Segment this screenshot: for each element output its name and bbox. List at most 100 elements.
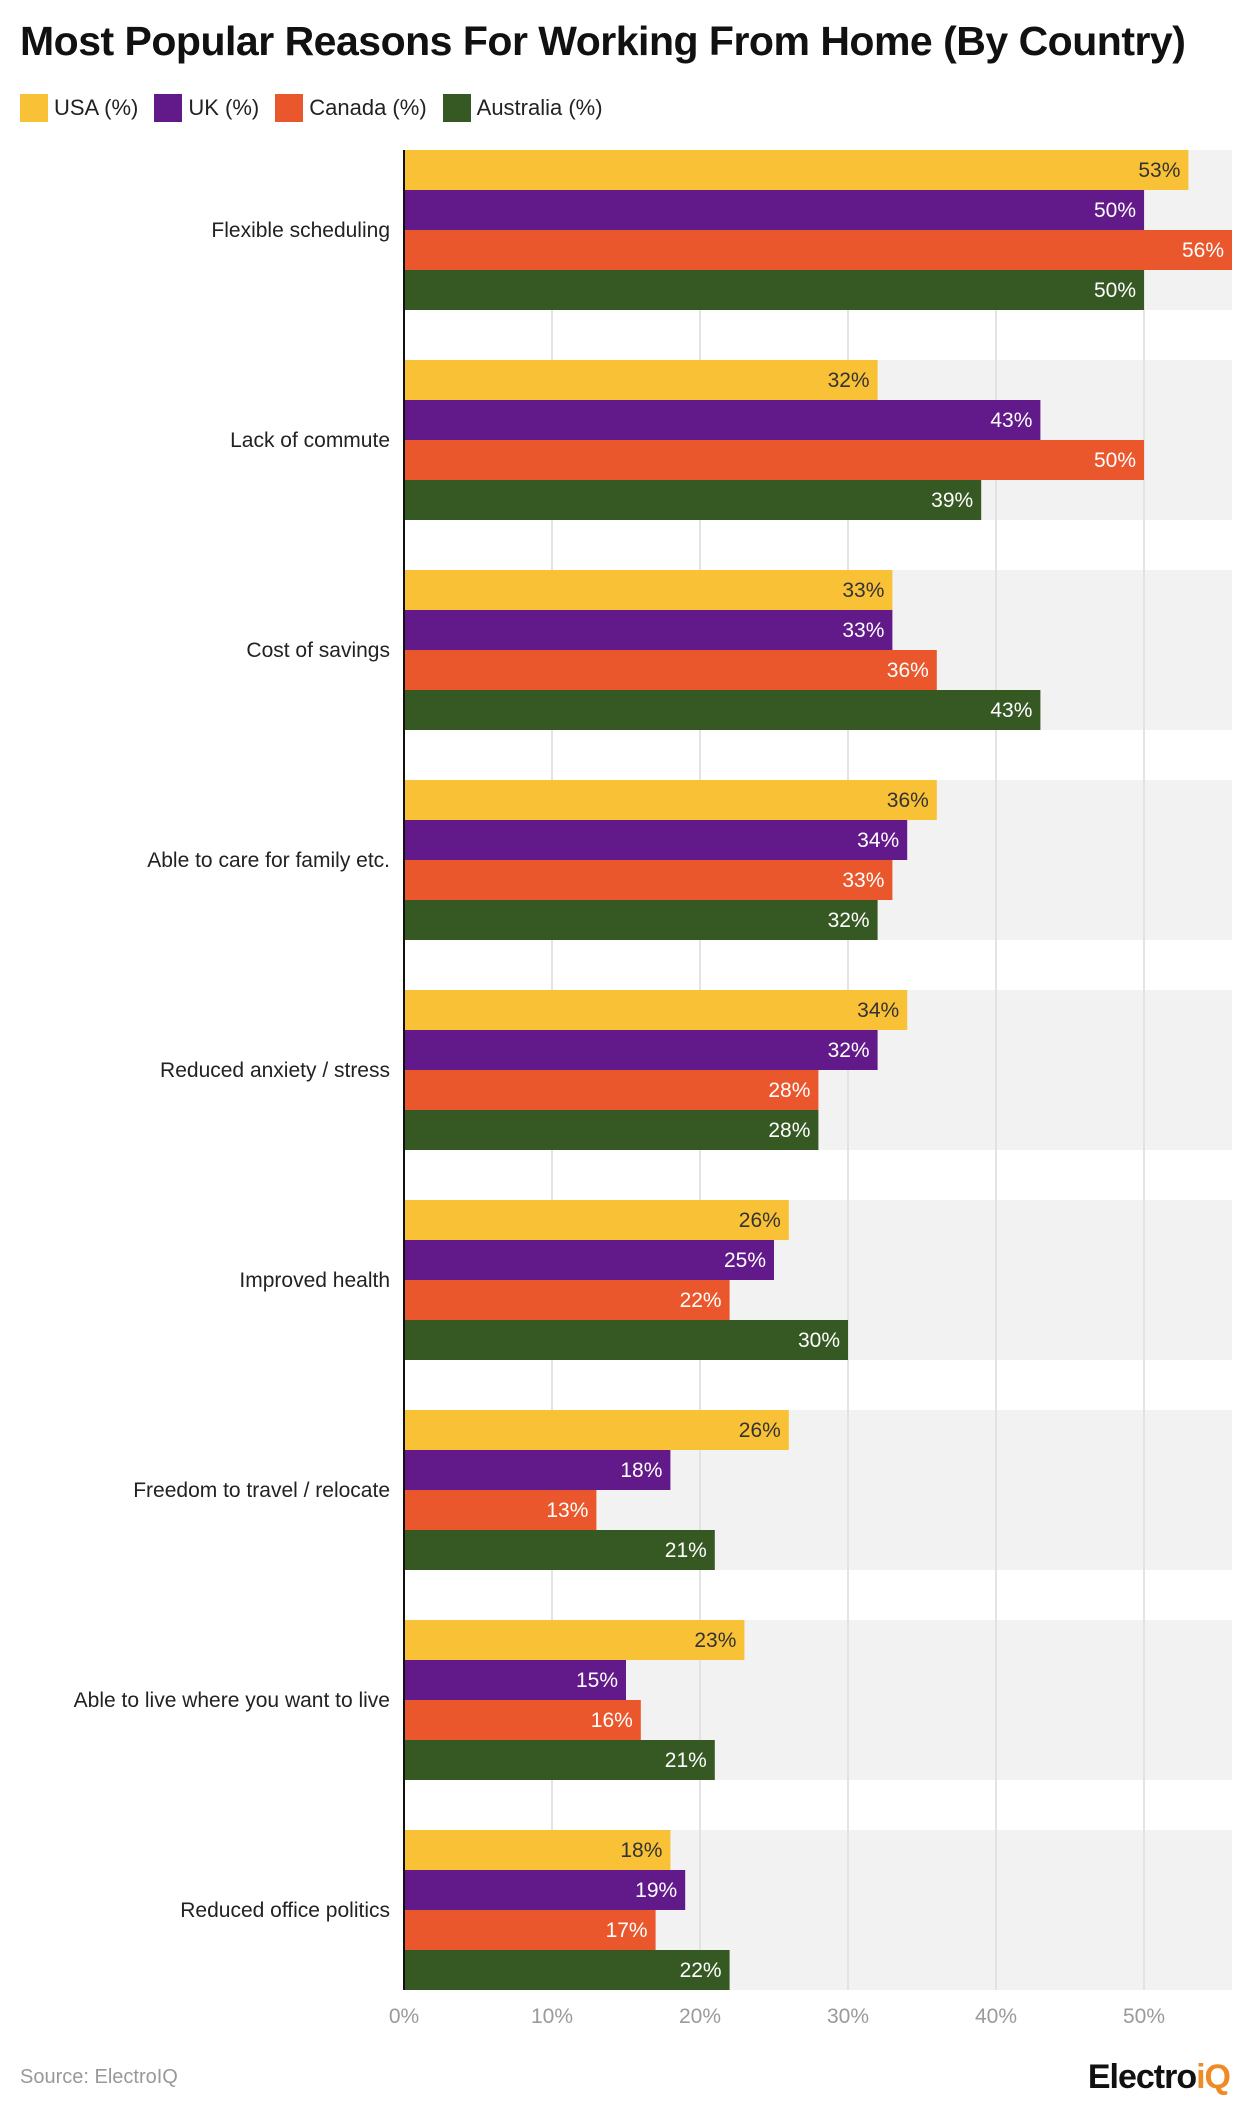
data-label: 32% bbox=[828, 1039, 870, 1062]
bar-australia bbox=[404, 1740, 715, 1780]
legend-label: USA (%) bbox=[54, 95, 139, 120]
data-label: 26% bbox=[739, 1209, 781, 1232]
logo-accent: iQ bbox=[1196, 2058, 1231, 2096]
category-label: Flexible scheduling bbox=[211, 219, 390, 242]
x-tick-label: 30% bbox=[827, 2005, 869, 2028]
x-tick-label: 0% bbox=[389, 2005, 419, 2028]
legend-item: Canada (%) bbox=[275, 94, 427, 122]
legend-label: UK (%) bbox=[188, 95, 260, 120]
chart-title: Most Popular Reasons For Working From Ho… bbox=[20, 18, 1186, 64]
data-label: 15% bbox=[576, 1669, 618, 1692]
x-tick-label: 40% bbox=[975, 2005, 1017, 2028]
x-tick-label: 50% bbox=[1123, 2005, 1165, 2028]
data-label: 56% bbox=[1182, 239, 1224, 262]
bar-usa bbox=[404, 1410, 789, 1450]
data-label: 25% bbox=[724, 1249, 766, 1272]
bar-australia bbox=[404, 690, 1041, 730]
legend-swatch bbox=[20, 94, 48, 122]
data-label: 30% bbox=[798, 1329, 840, 1352]
bar-canada bbox=[404, 230, 1232, 270]
bar-usa bbox=[404, 1200, 789, 1240]
data-label: 26% bbox=[739, 1419, 781, 1442]
bar-uk bbox=[404, 1240, 774, 1280]
category-label: Freedom to travel / relocate bbox=[133, 1479, 390, 1502]
category-label: Lack of commute bbox=[230, 429, 390, 452]
bar-canada bbox=[404, 440, 1144, 480]
bar-usa bbox=[404, 990, 908, 1030]
bar-canada bbox=[404, 1700, 641, 1740]
legend-swatch bbox=[275, 94, 304, 122]
bar-canada bbox=[404, 1910, 656, 1950]
bar-uk bbox=[404, 1450, 671, 1490]
data-label: 34% bbox=[857, 829, 899, 852]
data-label: 28% bbox=[768, 1119, 810, 1142]
legend-item: USA (%) bbox=[20, 94, 138, 122]
data-label: 33% bbox=[842, 619, 884, 642]
bar-uk bbox=[404, 1660, 626, 1700]
legend: USA (%) UK (%) Canada (%) Australia (%) bbox=[20, 94, 603, 122]
data-label: 50% bbox=[1094, 449, 1136, 472]
category-label: Able to live where you want to live bbox=[74, 1689, 390, 1712]
category-label: Reduced office politics bbox=[180, 1899, 390, 1922]
x-tick-label: 20% bbox=[679, 2005, 721, 2028]
bar-australia bbox=[404, 480, 982, 520]
category-label: Cost of savings bbox=[246, 639, 390, 662]
data-label: 22% bbox=[680, 1959, 722, 1982]
bar-canada bbox=[404, 860, 893, 900]
bar-australia bbox=[404, 1530, 715, 1570]
bar-uk bbox=[404, 1030, 878, 1070]
bar-uk bbox=[404, 1870, 686, 1910]
legend-label: Canada (%) bbox=[309, 95, 427, 120]
bar-australia bbox=[404, 1110, 819, 1150]
legend-label: Australia (%) bbox=[476, 95, 603, 120]
bar-australia bbox=[404, 900, 878, 940]
data-label: 13% bbox=[546, 1499, 588, 1522]
bar-usa bbox=[404, 780, 937, 820]
data-label: 16% bbox=[591, 1709, 633, 1732]
data-label: 19% bbox=[635, 1879, 677, 1902]
bar-usa bbox=[404, 570, 893, 610]
category-label: Able to care for family etc. bbox=[147, 849, 390, 872]
bar-uk bbox=[404, 820, 908, 860]
legend-item: Australia (%) bbox=[442, 94, 603, 122]
bar-canada bbox=[404, 1280, 730, 1320]
source-note: Source: ElectroIQ bbox=[20, 2066, 178, 2088]
legend-item: UK (%) bbox=[154, 94, 259, 122]
data-label: 21% bbox=[665, 1749, 707, 1772]
bar-usa bbox=[404, 150, 1189, 190]
bar-australia bbox=[404, 1320, 848, 1360]
bar-usa bbox=[404, 1830, 671, 1870]
category-label: Reduced anxiety / stress bbox=[160, 1059, 390, 1082]
data-label: 28% bbox=[768, 1079, 810, 1102]
data-label: 32% bbox=[828, 909, 870, 932]
bar-uk bbox=[404, 400, 1041, 440]
bar-uk bbox=[404, 610, 893, 650]
data-label: 50% bbox=[1094, 279, 1136, 302]
data-label: 50% bbox=[1094, 199, 1136, 222]
data-label: 17% bbox=[606, 1919, 648, 1942]
bar-australia bbox=[404, 270, 1144, 310]
data-label: 39% bbox=[931, 489, 973, 512]
data-label: 36% bbox=[887, 789, 929, 812]
bar-canada bbox=[404, 1490, 597, 1530]
bar-canada bbox=[404, 1070, 819, 1110]
data-label: 36% bbox=[887, 659, 929, 682]
data-label: 34% bbox=[857, 999, 899, 1022]
data-label: 33% bbox=[842, 869, 884, 892]
legend-swatch bbox=[442, 94, 471, 122]
bar-uk bbox=[404, 190, 1144, 230]
data-label: 33% bbox=[842, 579, 884, 602]
data-label: 23% bbox=[694, 1629, 736, 1652]
data-label: 18% bbox=[620, 1459, 662, 1482]
bar-canada bbox=[404, 650, 937, 690]
data-label: 53% bbox=[1138, 159, 1180, 182]
data-label: 43% bbox=[990, 409, 1032, 432]
x-tick-label: 10% bbox=[531, 2005, 573, 2028]
data-label: 43% bbox=[990, 699, 1032, 722]
data-label: 21% bbox=[665, 1539, 707, 1562]
data-label: 18% bbox=[620, 1839, 662, 1862]
bar-usa bbox=[404, 360, 878, 400]
bar-australia bbox=[404, 1950, 730, 1990]
electroiq-logo: ElectroiQ bbox=[1088, 2058, 1231, 2097]
